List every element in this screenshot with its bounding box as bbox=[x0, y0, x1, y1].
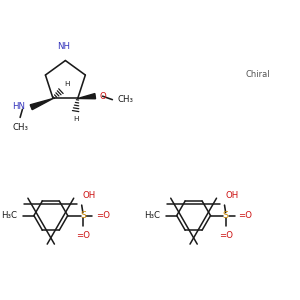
Text: H: H bbox=[73, 116, 79, 122]
Text: =O: =O bbox=[76, 231, 90, 240]
Text: S: S bbox=[223, 211, 229, 220]
Text: Chiral: Chiral bbox=[245, 70, 270, 79]
Polygon shape bbox=[78, 94, 96, 99]
Text: =O: =O bbox=[96, 211, 110, 220]
Text: NH: NH bbox=[57, 42, 70, 51]
Text: CH₃: CH₃ bbox=[117, 95, 134, 104]
Text: H₃C: H₃C bbox=[144, 211, 160, 220]
Text: CH₃: CH₃ bbox=[12, 123, 28, 132]
Text: S: S bbox=[80, 211, 86, 220]
Text: H: H bbox=[65, 81, 70, 87]
Text: HN: HN bbox=[12, 102, 26, 111]
Text: H₃C: H₃C bbox=[1, 211, 17, 220]
Polygon shape bbox=[30, 98, 53, 110]
Text: =O: =O bbox=[219, 231, 233, 240]
Text: OH: OH bbox=[83, 191, 96, 200]
Text: =O: =O bbox=[238, 211, 253, 220]
Text: O: O bbox=[100, 92, 106, 101]
Text: OH: OH bbox=[226, 191, 239, 200]
